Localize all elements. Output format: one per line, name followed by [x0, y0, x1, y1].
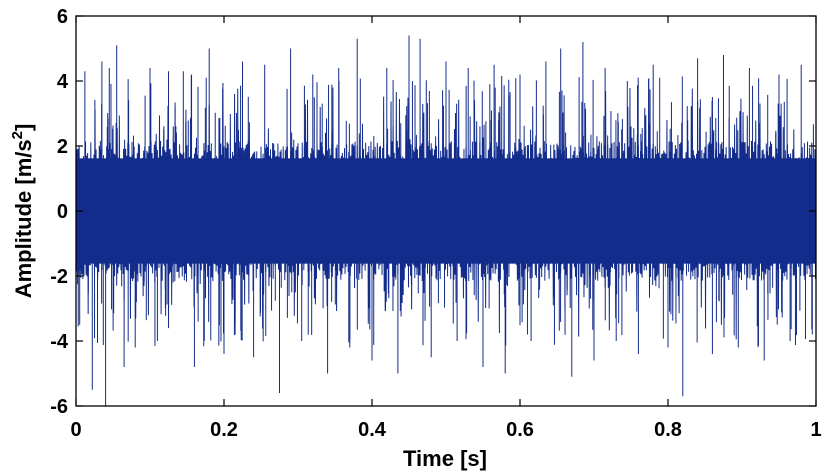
axis-ticks: [75, 15, 817, 407]
x-tick-label: 0: [70, 419, 81, 441]
x-tick-label: 0.4: [358, 419, 387, 441]
y-tick-label: 4: [57, 71, 69, 93]
x-tick-label: 1: [810, 419, 821, 441]
y-tick-label: -4: [50, 331, 69, 353]
x-tick-label: 0.2: [210, 419, 238, 441]
x-tick-label: 0.6: [506, 419, 534, 441]
x-axis-title: Time [s]: [403, 446, 487, 471]
signal-series: [75, 35, 817, 406]
x-tick-label: 0.8: [654, 419, 682, 441]
y-tick-label: 6: [57, 6, 68, 28]
y-tick-labels: -6 -4 -2 0 2 4 6: [50, 6, 69, 418]
y-tick-label: -6: [50, 396, 68, 418]
y-tick-label: -2: [50, 266, 68, 288]
y-axis-title-superscript: 2: [9, 131, 26, 139]
y-axis-title: Amplitude [m/s2]: [9, 124, 36, 299]
y-axis-title-main: Amplitude [m/s: [11, 139, 36, 298]
x-tick-labels: 0 0.2 0.4 0.6 0.8 1: [70, 419, 821, 441]
y-axis-title-end: ]: [11, 124, 36, 131]
y-tick-label: 0: [57, 201, 68, 223]
y-tick-label: 2: [57, 136, 68, 158]
